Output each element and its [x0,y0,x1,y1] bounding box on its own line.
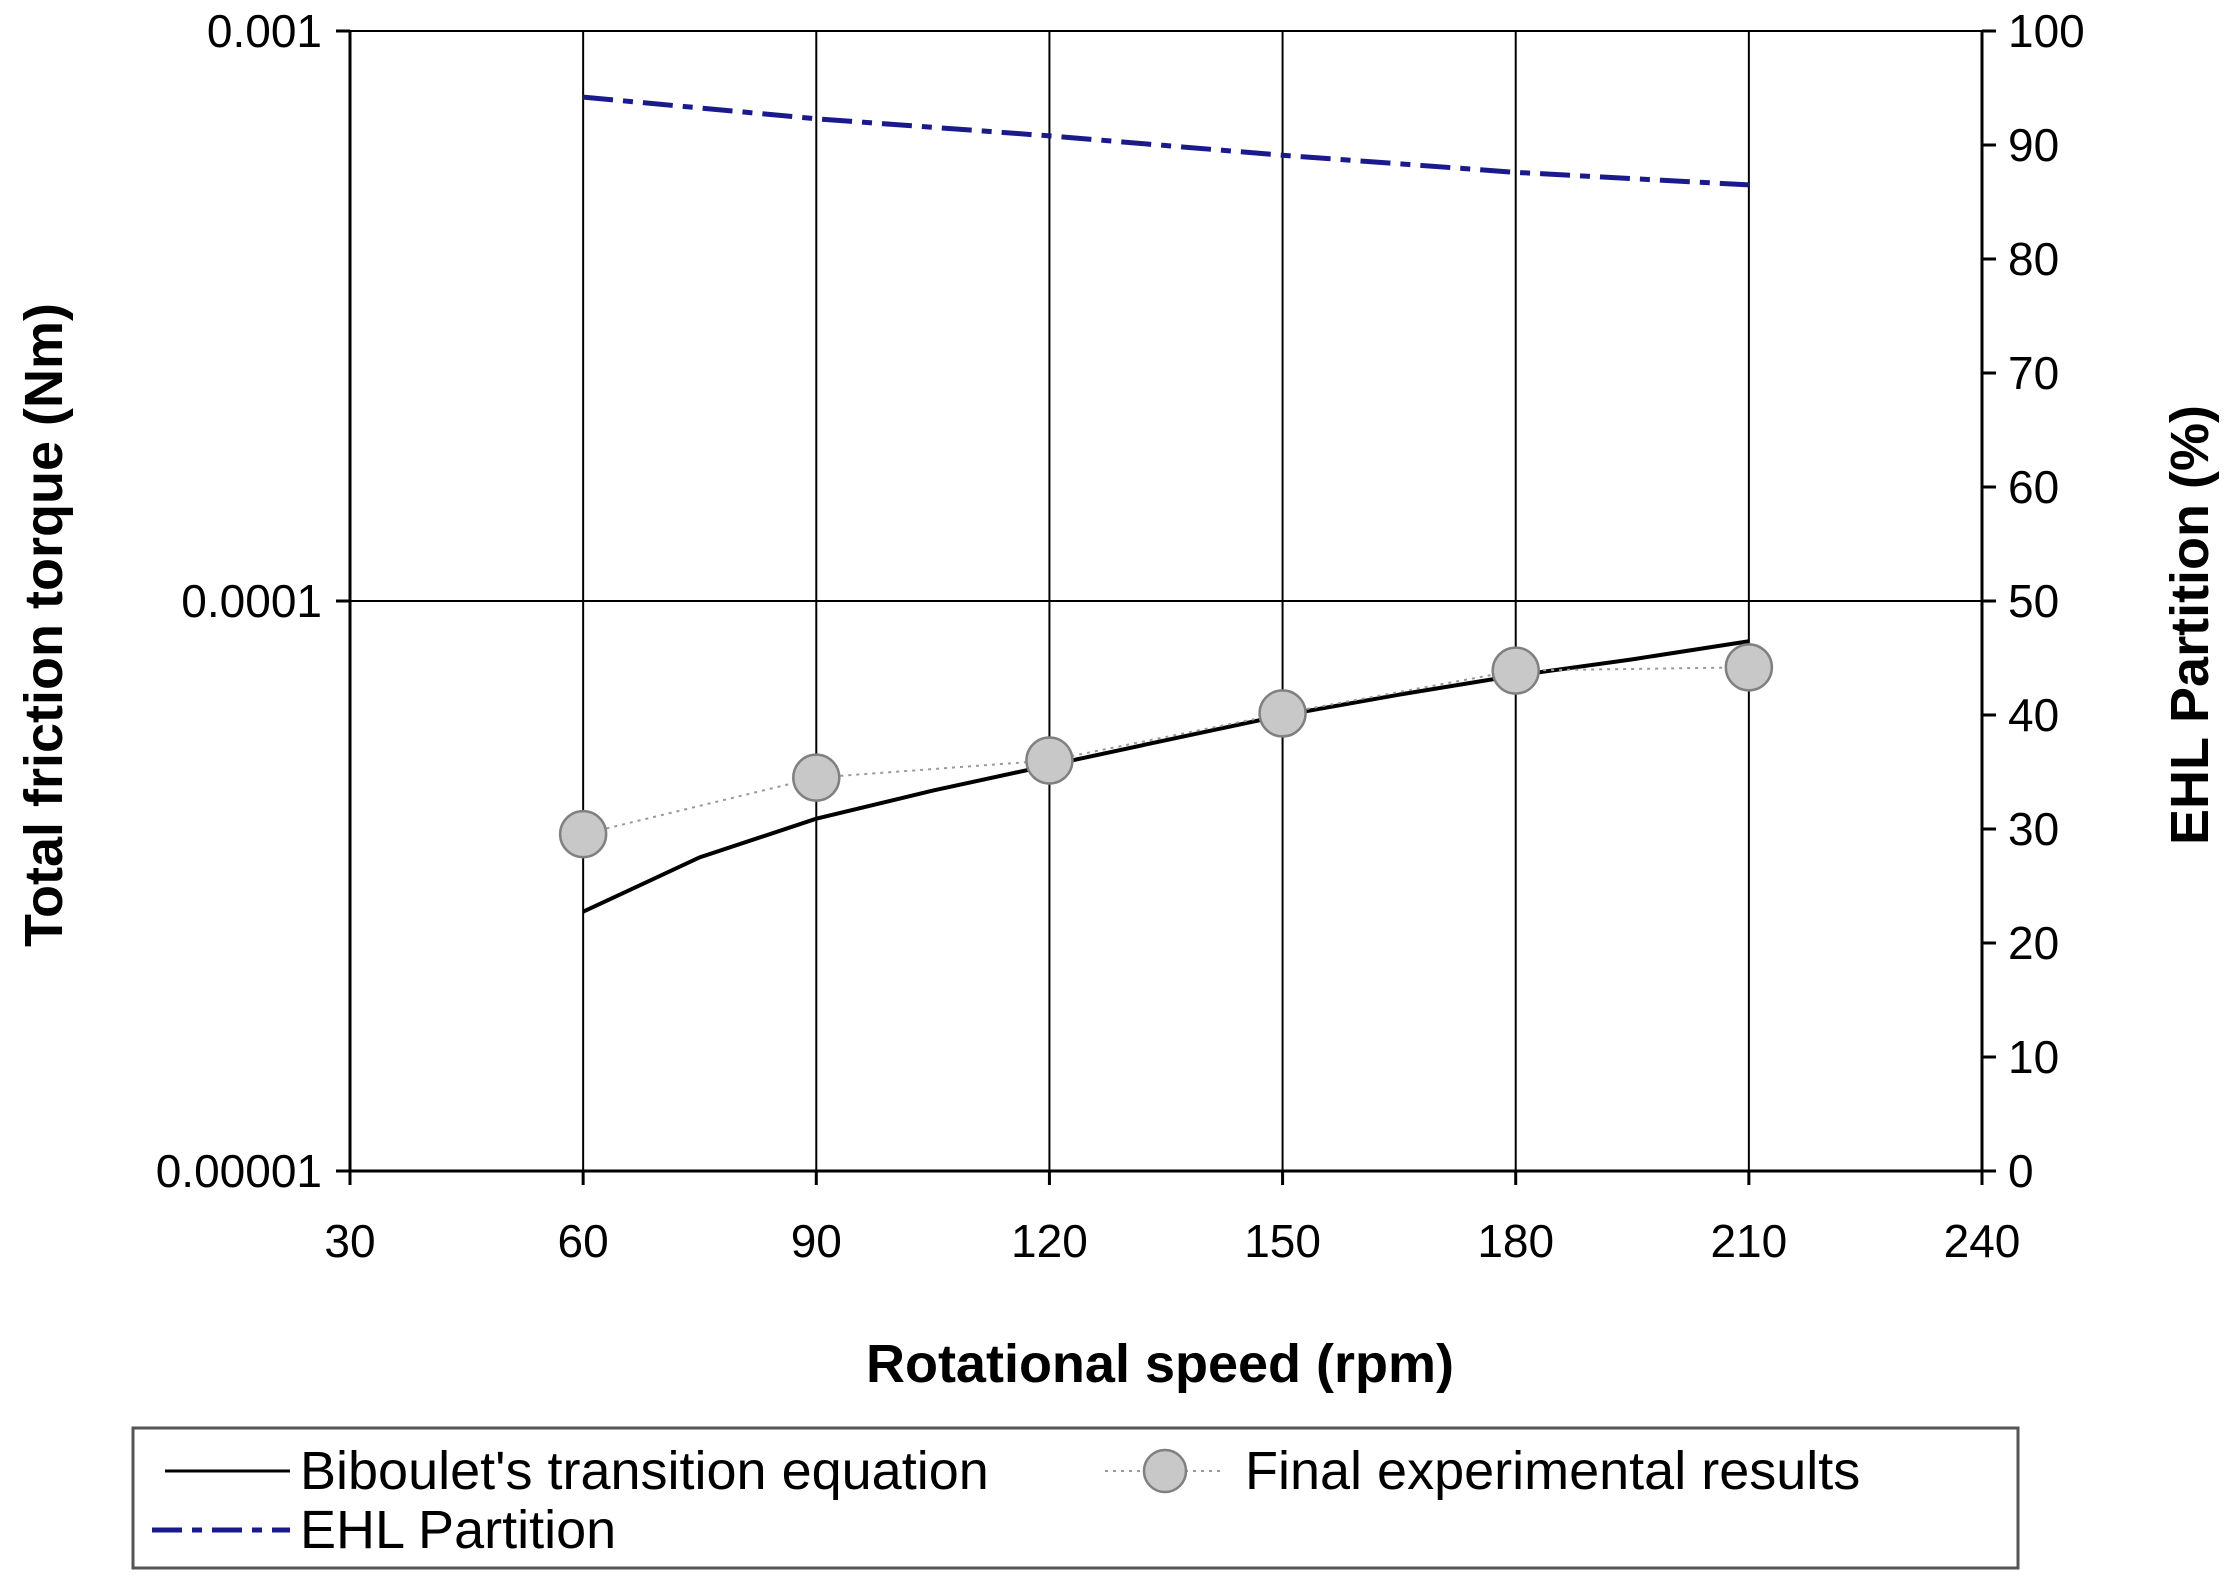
grid-layer [350,31,1982,1171]
legend-swatch-experimental-marker [1142,1448,1188,1494]
y2-tick-label-90: 90 [2008,119,2059,171]
series-ehl-line [582,94,1749,188]
experimental-point-60 [558,809,608,859]
x-tick-label-60: 60 [558,1215,609,1267]
experimental-point-180 [1491,646,1540,695]
x-tick-label-90: 90 [791,1215,842,1267]
y2-tick-label-100: 100 [2008,5,2085,57]
legend-label-ehl: EHL Partition [300,1500,616,1560]
x-axis-title: Rotational speed (rpm) [866,1334,1454,1394]
x-tick-label-30: 30 [324,1215,375,1267]
x-tick-label-180: 180 [1477,1215,1554,1267]
x-tick-label-120: 120 [1011,1215,1088,1267]
experimental-point-120 [1025,736,1074,785]
y-tick-label-1: 0.0001 [181,575,322,627]
x-tick-label-210: 210 [1710,1215,1787,1267]
series-biboulet-line [582,639,1750,914]
y2-tick-label-80: 80 [2008,233,2059,285]
y2-tick-label-30: 30 [2008,803,2059,855]
series-layer [558,94,1774,914]
series-experimental-line [582,666,1749,836]
x-tick-label-240: 240 [1944,1215,2021,1267]
y2-tick-label-10: 10 [2008,1031,2059,1083]
legend-box [131,1426,2020,1570]
y-tick-label-0: 0.00001 [156,1145,322,1197]
y2-tick-label-40: 40 [2008,689,2059,741]
y2-tick-label-70: 70 [2008,347,2059,399]
y2-tick-label-50: 50 [2008,575,2059,627]
y2-tick-label-0: 0 [2008,1145,2034,1197]
experimental-point-90 [792,753,841,802]
legend-label-experimental: Final experimental results [1245,1441,1860,1501]
experimental-point-210 [1724,643,1774,692]
y-tick-label-2: 0.001 [207,5,322,57]
legend: Biboulet's transition equation Final exp… [131,1426,2020,1570]
y2-tick-label-20: 20 [2008,917,2059,969]
legend-label-biboulet: Biboulet's transition equation [300,1441,989,1501]
ticks-layer: 30 60 90 120 150 180 210 240 0.00001 0.0001 0.001 0… [156,5,2085,1267]
y-axis-title: Total friction torque (Nm) [14,303,74,947]
experimental-point-150 [1258,689,1307,738]
x-tick-label-150: 150 [1244,1215,1321,1267]
y2-tick-label-60: 60 [2008,461,2059,513]
y2-axis-title: EHL Partition (%) [2160,405,2220,845]
